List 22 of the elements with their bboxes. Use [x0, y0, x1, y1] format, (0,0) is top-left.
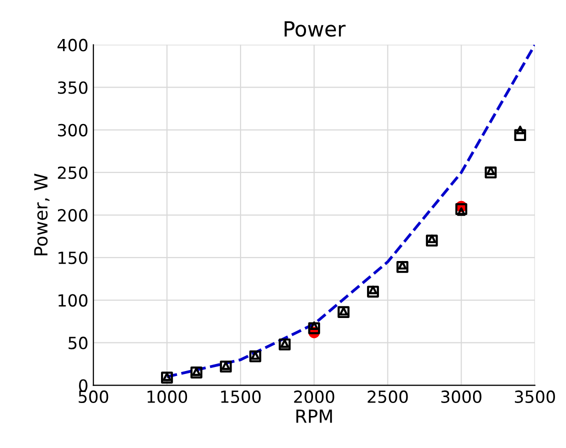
point: [516, 126, 524, 134]
x-tick-label: 3000: [441, 390, 482, 404]
point: [486, 166, 496, 176]
x-tick-label: 2500: [368, 390, 408, 404]
y-tick-label: 100: [58, 294, 88, 307]
point: [398, 260, 407, 270]
x-tick-label: 3500: [514, 390, 555, 404]
y-axis-title: Power, W: [34, 174, 50, 256]
chart-title: Power: [284, 21, 346, 37]
point: [456, 207, 466, 216]
x-tick-label: 1500: [221, 390, 261, 404]
y-tick-label: 200: [58, 209, 88, 222]
y-tick-label: 300: [58, 124, 88, 136]
x-tick-label: 500: [78, 390, 108, 404]
x-tick-label: 2000: [294, 390, 334, 404]
y-tick-label: 400: [58, 38, 88, 52]
y-tick-label: 50: [68, 336, 88, 350]
y-tick-label: 250: [58, 166, 88, 180]
x-axis-title: RPM: [296, 410, 332, 423]
y-tick-label: 350: [58, 81, 88, 94]
x-tick-label: 1000: [148, 390, 188, 404]
y-tick-label: 150: [58, 252, 88, 264]
